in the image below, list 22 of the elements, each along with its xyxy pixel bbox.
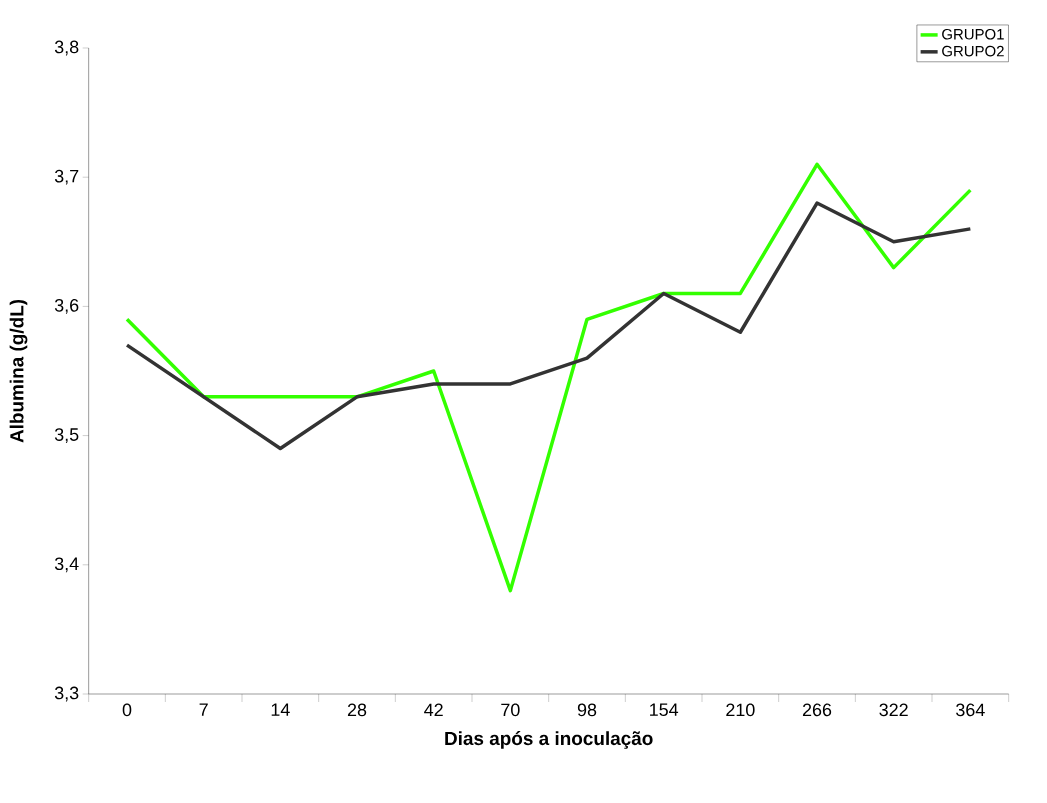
x-tick-label: 0 [122,703,132,717]
x-tick-label: 364 [956,703,985,717]
x-tick-label: 266 [802,703,832,717]
x-tick-label: 28 [347,703,367,717]
x-tick-label: 14 [271,703,290,716]
x-tick-label: 42 [424,703,443,717]
y-tick-label: 3,5 [54,428,79,444]
y-tick-label: 3,3 [54,686,79,702]
legend-label: GRUPO1 [942,28,1004,40]
y-tick-label: 3,7 [54,169,79,185]
legend-label: GRUPO2 [942,45,1004,57]
x-axis-title: Dias após a inoculação [445,731,653,749]
x-tick-label: 322 [879,703,908,717]
y-tick-label: 3,4 [54,557,79,573]
y-tick-label: 3,6 [54,298,79,314]
x-tick-label: 7 [199,703,208,716]
x-tick-label: 98 [577,703,597,717]
x-tick-label: 210 [726,703,755,717]
y-tick-label: 3,8 [54,40,79,56]
x-tick-label: 154 [650,703,679,717]
x-tick-label: 70 [501,703,520,717]
y-axis-title: Albumina (g/dL) [9,299,28,443]
